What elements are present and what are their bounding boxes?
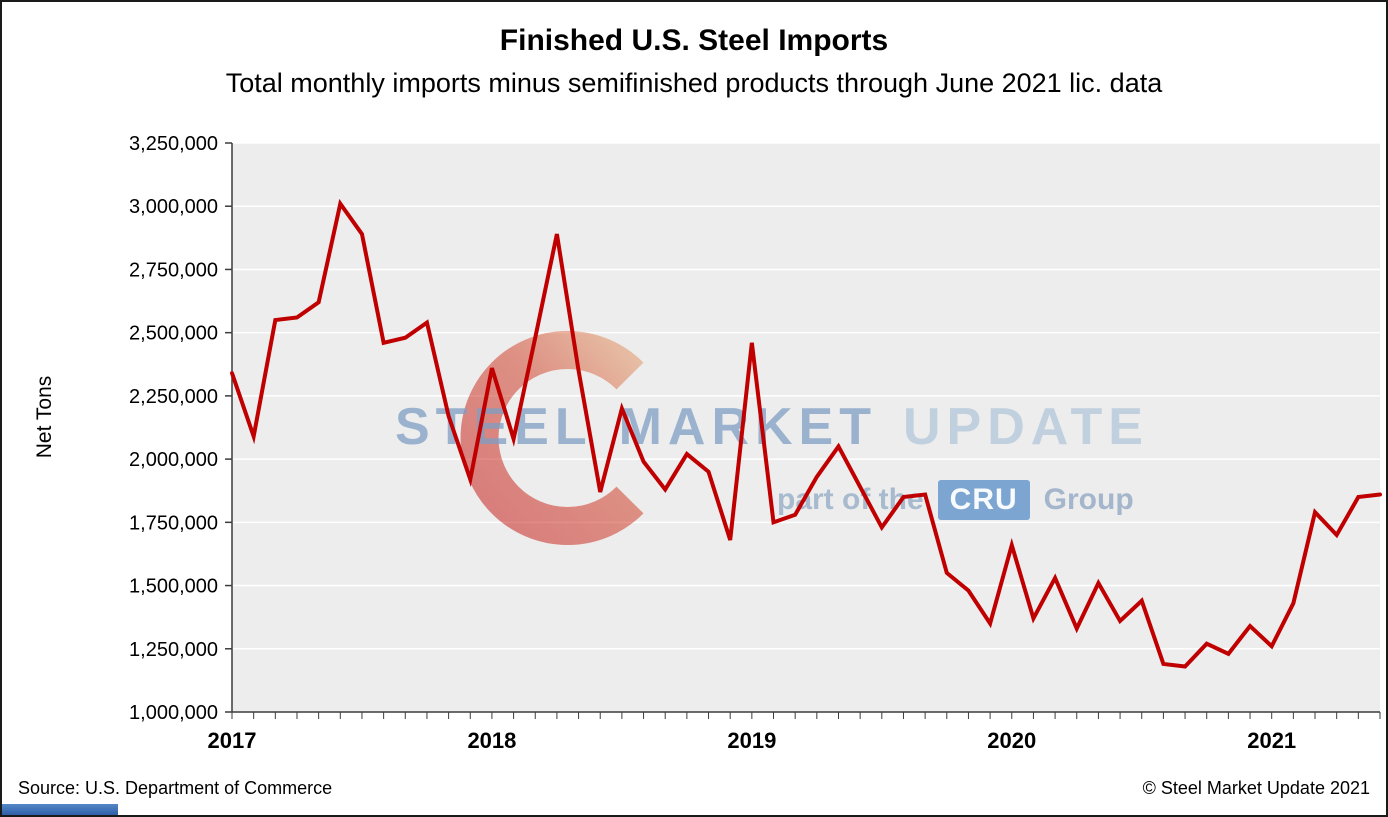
x-year-label: 2017 xyxy=(208,728,257,753)
plot-background xyxy=(232,143,1380,712)
x-year-label: 2021 xyxy=(1247,728,1296,753)
y-tick-label: 2,750,000 xyxy=(129,259,218,281)
x-year-label: 2020 xyxy=(987,728,1036,753)
y-tick-label: 2,250,000 xyxy=(129,386,218,408)
x-year-label: 2019 xyxy=(727,728,776,753)
import-series-line xyxy=(230,198,1382,669)
chart-subtitle: Total monthly imports minus semifinished… xyxy=(225,68,1163,98)
y-tick-label: 1,750,000 xyxy=(129,512,218,534)
copyright-note: © Steel Market Update 2021 xyxy=(1142,778,1370,798)
source-note: Source: U.S. Department of Commerce xyxy=(18,778,333,798)
chart-title: Finished U.S. Steel Imports xyxy=(499,24,889,57)
x-year-label: 2018 xyxy=(467,728,516,753)
y-tick-label: 2,500,000 xyxy=(129,323,218,345)
y-tick-label: 1,500,000 xyxy=(129,576,218,598)
y-tick-label: 2,000,000 xyxy=(129,449,218,471)
y-tick-label: 3,000,000 xyxy=(129,196,218,218)
y-tick-label: 1,250,000 xyxy=(129,639,218,661)
y-tick-label: 1,000,000 xyxy=(129,702,218,724)
y-tick-label: 3,250,000 xyxy=(129,133,218,155)
footer-accent-bar xyxy=(2,804,118,815)
